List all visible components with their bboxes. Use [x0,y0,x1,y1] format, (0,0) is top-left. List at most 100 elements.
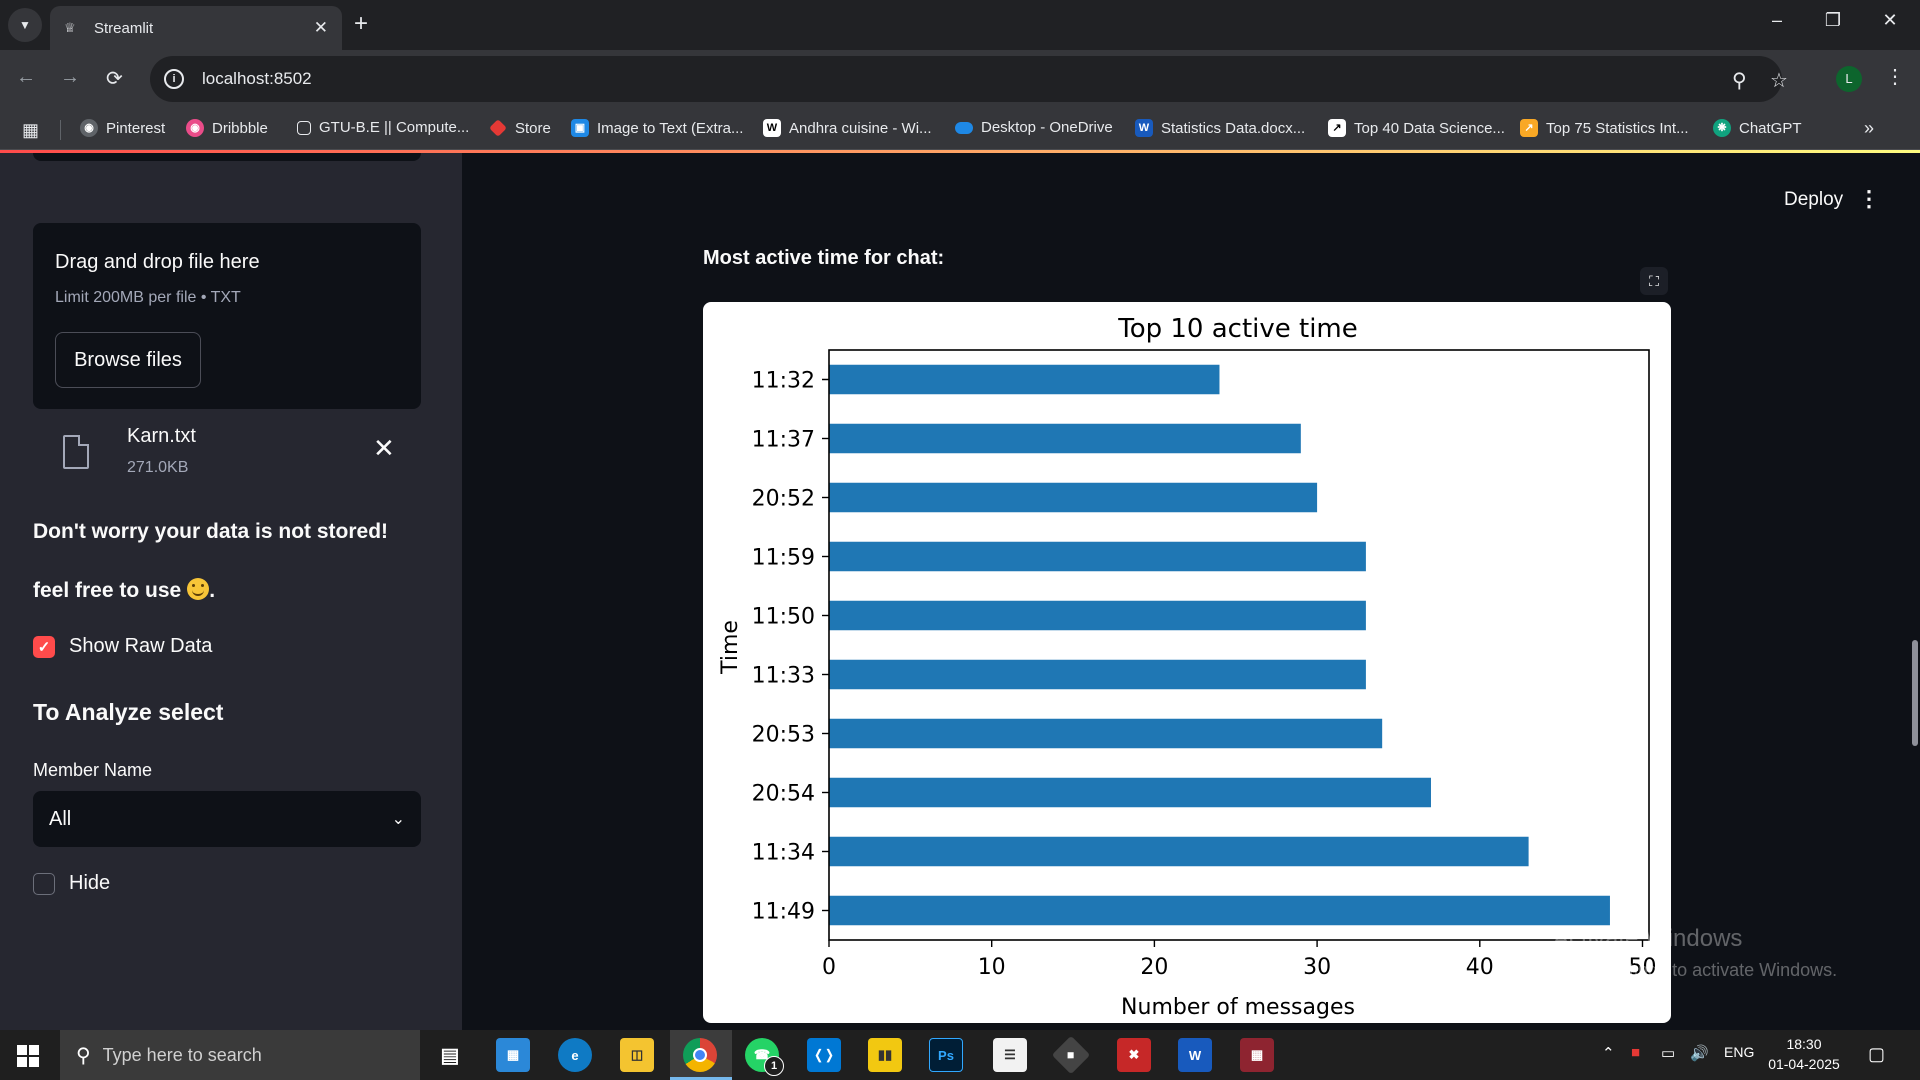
tab-close-icon[interactable]: ✕ [313,18,328,37]
hide-checkbox[interactable]: Hide [33,872,110,895]
y-tick-label: 20:53 [752,723,815,748]
app-red-icon[interactable]: ✖ [1117,1038,1151,1072]
reload-icon[interactable]: ⟳ [106,68,123,90]
volume-icon[interactable]: 🔊 [1690,1045,1709,1062]
vscode-icon[interactable]: ❬❭ [807,1038,841,1072]
tray-app-icon[interactable]: ■ [1631,1044,1641,1061]
minimize-icon[interactable]: – [1771,10,1782,30]
address-bar[interactable]: i localhost:8502 ⚲ ☆ [150,56,1788,102]
fullscreen-icon[interactable]: ⛶ [1640,267,1668,295]
bookmark-pinterest[interactable]: ◉ Pinterest [80,119,165,137]
y-tick-label: 20:54 [752,782,815,807]
analyze-heading: To Analyze select [33,699,224,725]
notepad-icon[interactable]: ☰ [993,1038,1027,1072]
file-icon [63,435,89,469]
word-taskbar-icon[interactable]: W [1178,1038,1212,1072]
bookmark-dribbble[interactable]: ◉ Dribbble [186,119,268,137]
edge-icon[interactable]: e [558,1038,592,1072]
winrar-icon[interactable]: ▦ [1240,1038,1274,1072]
active-time-chart: Top 10 active time Number of messages Ti… [703,302,1671,1023]
bookmark-image-to-text[interactable]: ▣ Image to Text (Extra... [571,119,743,137]
bar-20-54 [829,777,1431,808]
streamlit-app: Drag and drop file here Limit 200MB per … [0,150,1920,1030]
back-arrow-icon[interactable]: ← [16,66,36,88]
apps-grid-icon[interactable]: ▦ [22,120,40,140]
git-icon[interactable]: ◆ [1051,1035,1091,1075]
onedrive-icon [955,121,973,134]
bookmark-top-40[interactable]: ↗ Top 40 Data Science... [1328,119,1505,137]
checkbox-unchecked-icon[interactable] [33,872,55,895]
window-close-icon[interactable]: ✕ [1882,10,1898,30]
battery-icon[interactable]: ▭ [1661,1045,1676,1062]
member-name-select[interactable]: All ⌄ [33,791,421,847]
notifications-icon[interactable]: ▢ [1868,1044,1886,1064]
search-placeholder: Type here to search [102,1044,262,1065]
chrome-icon[interactable] [683,1038,717,1072]
zoom-icon[interactable]: ⚲ [1732,70,1747,92]
show-raw-data-checkbox[interactable]: ✓ Show Raw Data [33,635,212,658]
bookmark-store[interactable]: Store [489,119,551,137]
new-tab-plus-icon[interactable]: + [354,10,369,37]
task-view-icon[interactable]: ▤ [440,1044,460,1067]
profile-avatar[interactable]: L [1836,66,1862,92]
x-tick-label: 50 [1628,955,1656,980]
browse-files-button[interactable]: Browse files [55,332,201,388]
bookmark-chatgpt[interactable]: ❋ ChatGPT [1713,119,1802,137]
windows-start-icon[interactable] [17,1045,39,1067]
site-info-icon[interactable]: i [164,69,184,89]
restore-icon[interactable]: ❐ [1824,10,1842,30]
bookmark-gtu[interactable]: GTU-B.E || Compute... [297,119,469,136]
streamlit-crown-icon: ♕ [64,20,76,35]
main-menu-icon[interactable]: ⋮ [1858,186,1880,211]
deploy-button[interactable]: Deploy [1784,189,1844,210]
tab-search-chevron-icon[interactable]: ▼ [8,8,42,42]
section-heading: Most active time for chat: [703,247,945,269]
x-axis-label: Number of messages [1121,995,1355,1020]
bookmarks-divider [60,120,61,140]
forward-arrow-icon[interactable]: → [60,66,80,88]
bar-11-32 [829,364,1220,395]
y-tick-label: 11:33 [752,664,815,689]
tray-chevron-up-icon[interactable]: ⌃ [1602,1045,1615,1062]
tab-title: Streamlit [94,19,154,37]
main-scrollbar[interactable] [1912,640,1918,746]
windows-taskbar: ⚲ Type here to search ▤ ▦ e ◫ ☎ 1 ❬❭ ▮▮ … [0,1030,1920,1080]
whatsapp-badge: 1 [764,1056,784,1076]
file-uploader-dropzone[interactable]: Drag and drop file here Limit 200MB per … [33,223,421,409]
bar-11-33 [829,659,1366,690]
microsoft-store-icon[interactable]: ▦ [496,1038,530,1072]
bookmark-label: Statistics Data.docx... [1161,119,1306,137]
taskbar-clock[interactable]: 18:30 01-04-2025 [1762,1034,1846,1074]
power-bi-icon[interactable]: ▮▮ [868,1038,902,1072]
bookmark-label: GTU-B.E || Compute... [319,119,470,136]
ticks-layer: 11:32 11:37 20:52 11:59 11:50 11:33 20:53 20:54… [752,369,1657,981]
bookmark-star-icon[interactable]: ☆ [1770,70,1788,92]
checkbox-checked-icon[interactable]: ✓ [33,635,55,658]
file-name: Karn.txt [127,425,196,447]
file-explorer-icon[interactable]: ◫ [620,1038,654,1072]
browser-menu-icon[interactable]: ⋮ [1885,66,1905,88]
smiling-face-emoji-icon [187,578,210,600]
taskbar-search-box[interactable]: ⚲ Type here to search [60,1030,420,1080]
bookmark-label: Image to Text (Extra... [597,119,744,137]
plot-frame [828,349,1650,941]
photoshop-icon[interactable]: Ps [929,1038,963,1072]
clock-date: 01-04-2025 [1768,1056,1840,1072]
bookmark-top-75[interactable]: ↗ Top 75 Statistics Int... [1520,119,1689,137]
bar-20-52 [829,482,1318,513]
y-tick-label: 11:59 [752,546,815,571]
url-text[interactable]: localhost:8502 [202,69,312,88]
browser-tab-streamlit[interactable]: ♕ Streamlit ✕ [50,6,342,50]
uploaded-file-row: Karn.txt 271.0KB ✕ [33,425,421,495]
more-bookmarks-icon[interactable]: » [1864,118,1875,138]
remove-file-icon[interactable]: ✕ [373,433,395,463]
bookmark-onedrive[interactable]: Desktop - OneDrive [955,119,1113,136]
file-size: 271.0KB [127,459,189,476]
language-indicator[interactable]: ENG [1724,1044,1755,1060]
bars-layer [829,364,1610,926]
clock-time: 18:30 [1786,1036,1822,1052]
bookmark-andhra-cuisine[interactable]: W Andhra cuisine - Wi... [763,119,932,137]
uploader-title: Drag and drop file here [55,251,260,273]
bar-11-50 [829,600,1366,631]
bookmark-statistics-docx[interactable]: W Statistics Data.docx... [1135,119,1305,137]
